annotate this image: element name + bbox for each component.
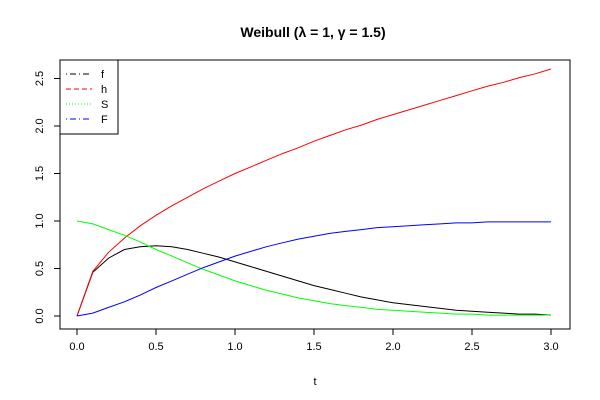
legend-label-f: f xyxy=(101,69,105,81)
y-tick-label: 1.0 xyxy=(34,213,46,228)
legend-box xyxy=(59,59,119,135)
y-tick-label: 0.5 xyxy=(34,261,46,276)
series-line-f xyxy=(76,221,551,317)
series-line-s xyxy=(76,220,551,316)
x-tick-label: 0.0 xyxy=(69,341,84,353)
x-tick-label: 2.0 xyxy=(385,341,400,353)
legend-label-s: S xyxy=(101,99,108,111)
x-tick-label: 1.5 xyxy=(306,341,321,353)
y-axis: 0.0 0.5 1.0 1.5 2.0 2.5 xyxy=(34,71,61,324)
x-tick-label: 3.0 xyxy=(543,341,558,353)
y-tick-label: 2.0 xyxy=(34,118,46,133)
y-tick-label: 1.5 xyxy=(34,166,46,181)
x-axis: 0.0 0.5 1.0 1.5 2.0 2.5 3.0 xyxy=(69,328,559,353)
y-tick-label: 2.5 xyxy=(34,71,46,86)
series-line-f xyxy=(76,245,552,317)
chart-title: Weibull (λ = 1, γ = 1.5) xyxy=(240,24,385,40)
plot-frame xyxy=(59,59,571,330)
x-tick-label: 1.0 xyxy=(227,341,242,353)
series-line-h xyxy=(76,68,552,317)
legend-label-f: F xyxy=(101,114,108,126)
x-tick-label: 0.5 xyxy=(148,341,163,353)
y-tick-label: 0.0 xyxy=(34,308,46,323)
legend-label-h: h xyxy=(101,84,107,96)
x-axis-label: t xyxy=(313,376,316,388)
x-tick-label: 2.5 xyxy=(464,341,479,353)
series-layer xyxy=(76,68,552,317)
